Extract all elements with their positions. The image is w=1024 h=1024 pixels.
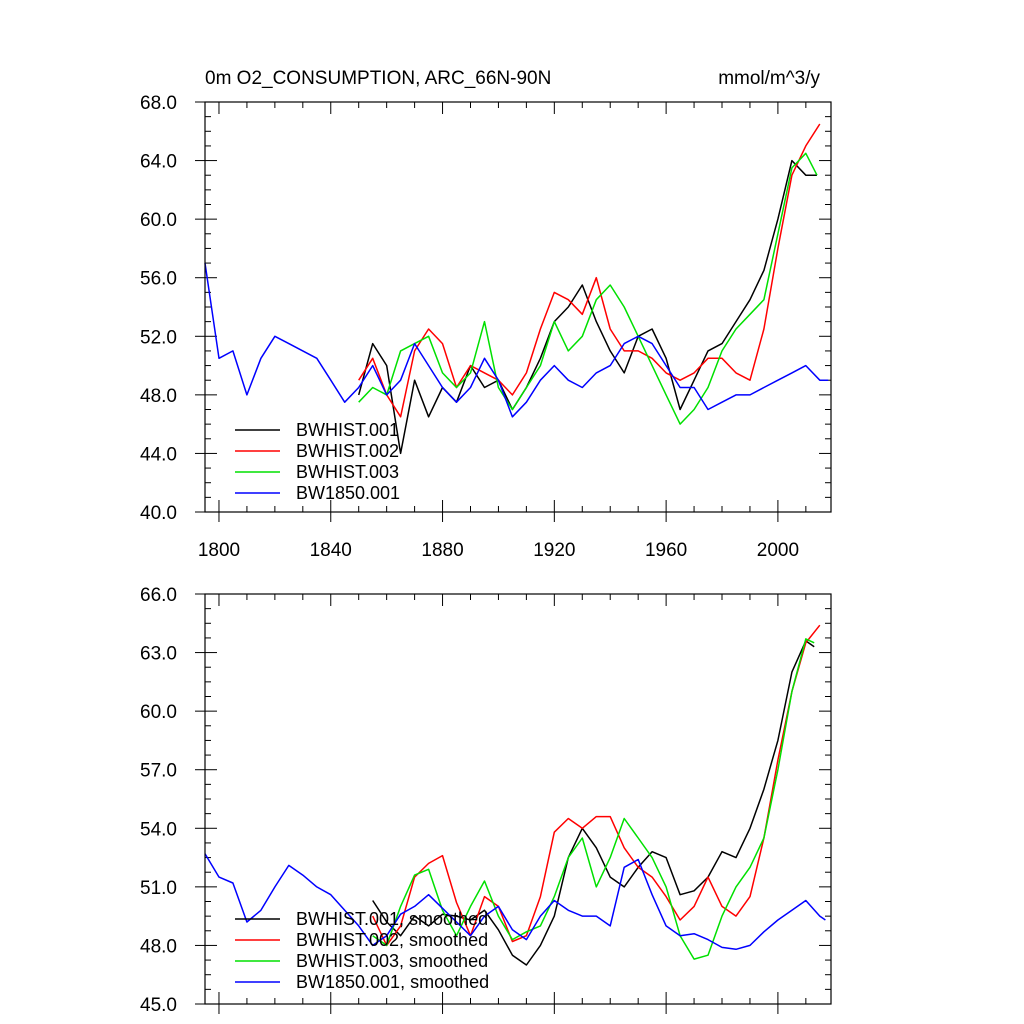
y-tick-label: 45.0 <box>140 995 177 1016</box>
series-line-3 <box>358 152 818 425</box>
y-tick-label: 56.0 <box>140 269 177 290</box>
x-tick-label: 1880 <box>421 540 463 561</box>
y-tick-label: 63.0 <box>140 644 177 665</box>
legend-label: BWHIST.001 <box>296 420 399 440</box>
y-tick-label: 48.0 <box>140 386 177 407</box>
y-tick-label: 60.0 <box>140 210 177 231</box>
series-line-4 <box>204 262 829 418</box>
top-panel-units: mmol/m^3/y <box>718 68 820 89</box>
x-tick-label: 1840 <box>310 540 352 561</box>
y-tick-label: 48.0 <box>140 936 177 957</box>
top-panel-title: 0m O2_CONSUMPTION, ARC_66N-90N <box>205 68 551 89</box>
y-tick-label: 60.0 <box>140 702 177 723</box>
y-tick-label: 64.0 <box>140 152 177 173</box>
bottom-panel-ticks: 45.0 48.0 51.0 54.0 57.0 60.0 63.0 66.0 <box>140 585 831 1016</box>
y-tick-label: 54.0 <box>140 819 177 840</box>
y-tick-label: 68.0 <box>140 93 177 114</box>
y-tick-label: 51.0 <box>140 878 177 899</box>
y-tick-label: 57.0 <box>140 761 177 782</box>
legend-label: BWHIST.003 <box>296 462 399 482</box>
y-tick-label: 52.0 <box>140 327 177 348</box>
legend-label: BWHIST.002, smoothed <box>296 930 488 950</box>
y-tick-label: 40.0 <box>140 503 177 524</box>
top-panel-frame <box>204 101 832 513</box>
bottom-panel: 45.0 48.0 51.0 54.0 57.0 60.0 63.0 66.0 BWHIST.… <box>140 585 832 1016</box>
x-tick-label: 2000 <box>757 540 799 561</box>
x-tick-label: 1960 <box>645 540 687 561</box>
legend-label: BWHIST.002 <box>296 441 399 461</box>
x-tick-label: 1800 <box>198 540 240 561</box>
series-line-4 <box>204 853 826 951</box>
series-line-1 <box>357 159 817 455</box>
bottom-panel-frame <box>204 593 832 1005</box>
legend-label: BW1850.001, smoothed <box>296 972 489 992</box>
top-panel-series <box>204 123 829 455</box>
legend-label: BWHIST.001, smoothed <box>296 909 488 929</box>
legend-label: BWHIST.003, smoothed <box>296 951 488 971</box>
y-tick-label: 44.0 <box>140 444 177 465</box>
x-tick-label: 1920 <box>533 540 575 561</box>
legend-label: BW1850.001 <box>296 483 400 503</box>
y-tick-label: 66.0 <box>140 585 177 606</box>
bottom-panel-series <box>204 624 826 966</box>
series-line-1 <box>372 640 815 966</box>
series-line-2 <box>372 624 821 947</box>
top-panel: 0m O2_CONSUMPTION, ARC_66N-90N mmol/m^3/… <box>140 68 832 561</box>
series-line-3 <box>372 638 815 960</box>
series-line-2 <box>358 123 821 418</box>
